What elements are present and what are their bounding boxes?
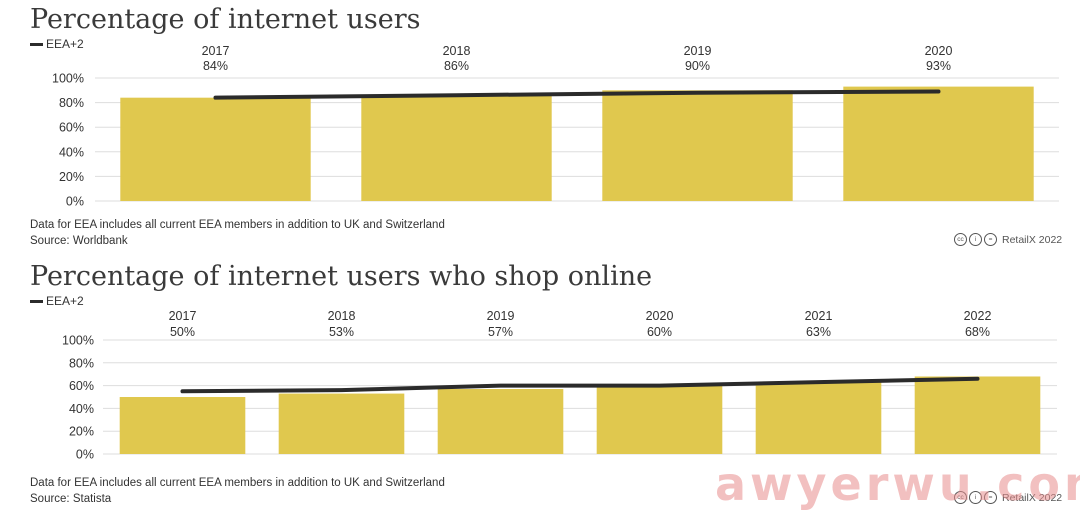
series-line bbox=[213, 89, 941, 100]
bar bbox=[596, 385, 723, 454]
chart2-plot: 100% 80% 60% 40% 20% 0% 2017 50% 2018 53% 2019 57% 2… bbox=[62, 309, 1057, 462]
category-label: 2022 bbox=[964, 309, 992, 323]
noderivs-icon: = bbox=[984, 233, 997, 246]
y-tick-label: 20% bbox=[59, 170, 84, 184]
value-label: 68% bbox=[965, 325, 990, 339]
value-label: 63% bbox=[806, 325, 831, 339]
bar bbox=[843, 86, 1034, 201]
cc-icon: cc bbox=[954, 233, 967, 246]
y-tick-label: 100% bbox=[52, 72, 84, 86]
attribution-icon: i bbox=[969, 491, 982, 504]
bar bbox=[119, 397, 246, 454]
chart2-legend: EEA+2 bbox=[30, 294, 84, 308]
chart2-brand-label: RetailX 2022 bbox=[1002, 491, 1063, 504]
chart1-title: Percentage of internet users bbox=[30, 4, 421, 35]
noderivs-icon: = bbox=[984, 491, 997, 504]
category-label: 2017 bbox=[202, 44, 230, 58]
value-label: 84% bbox=[203, 59, 228, 73]
category-label: 2019 bbox=[487, 309, 515, 323]
value-label: 53% bbox=[329, 325, 354, 339]
bar bbox=[361, 95, 552, 201]
category-label: 2018 bbox=[328, 309, 356, 323]
chart2-brand: cc i = RetailX 2022 bbox=[954, 491, 1062, 504]
y-tick-label: 80% bbox=[59, 96, 84, 110]
bar bbox=[914, 376, 1041, 454]
cc-icon: cc bbox=[954, 491, 967, 504]
y-tick-label: 60% bbox=[69, 379, 94, 393]
chart1-note: Data for EEA includes all current EEA me… bbox=[30, 219, 445, 231]
bar bbox=[278, 393, 405, 454]
bar bbox=[602, 90, 793, 201]
value-label: 90% bbox=[685, 59, 710, 73]
chart1-legend: EEA+2 bbox=[30, 37, 84, 51]
chart1-legend-label: EEA+2 bbox=[46, 37, 84, 51]
category-label: 2020 bbox=[646, 309, 674, 323]
category-label: 2019 bbox=[684, 44, 712, 58]
legend-line-icon bbox=[30, 299, 43, 303]
bar bbox=[120, 97, 311, 201]
y-tick-label: 60% bbox=[59, 121, 84, 135]
chart2-title: Percentage of internet users who shop on… bbox=[30, 261, 653, 292]
bar bbox=[437, 389, 564, 454]
y-tick-label: 40% bbox=[69, 402, 94, 416]
y-tick-label: 0% bbox=[76, 448, 94, 462]
category-label: 2017 bbox=[169, 309, 197, 323]
chart1-brand-label: RetailX 2022 bbox=[1002, 233, 1063, 246]
value-label: 57% bbox=[488, 325, 513, 339]
value-label: 93% bbox=[926, 59, 951, 73]
bar bbox=[755, 382, 882, 454]
watermark-text: awyerwu.com bbox=[715, 457, 1080, 511]
chart1-source: Source: Worldbank bbox=[30, 235, 128, 247]
chart1-brand: cc i = RetailX 2022 bbox=[954, 233, 1062, 246]
y-tick-label: 40% bbox=[59, 145, 84, 159]
category-label: 2021 bbox=[805, 309, 833, 323]
chart2-note: Data for EEA includes all current EEA me… bbox=[30, 477, 445, 489]
y-tick-label: 0% bbox=[66, 195, 84, 209]
chart2-source: Source: Statista bbox=[30, 493, 112, 505]
y-tick-label: 100% bbox=[62, 334, 94, 348]
series-line bbox=[180, 376, 980, 394]
chart2-legend-label: EEA+2 bbox=[46, 294, 84, 308]
legend-line-icon bbox=[30, 42, 43, 46]
value-label: 50% bbox=[170, 325, 195, 339]
category-label: 2018 bbox=[443, 44, 471, 58]
category-label: 2020 bbox=[925, 44, 953, 58]
y-tick-label: 20% bbox=[69, 425, 94, 439]
value-label: 86% bbox=[444, 59, 469, 73]
y-tick-label: 80% bbox=[69, 356, 94, 370]
value-label: 60% bbox=[647, 325, 672, 339]
attribution-icon: i bbox=[969, 233, 982, 246]
